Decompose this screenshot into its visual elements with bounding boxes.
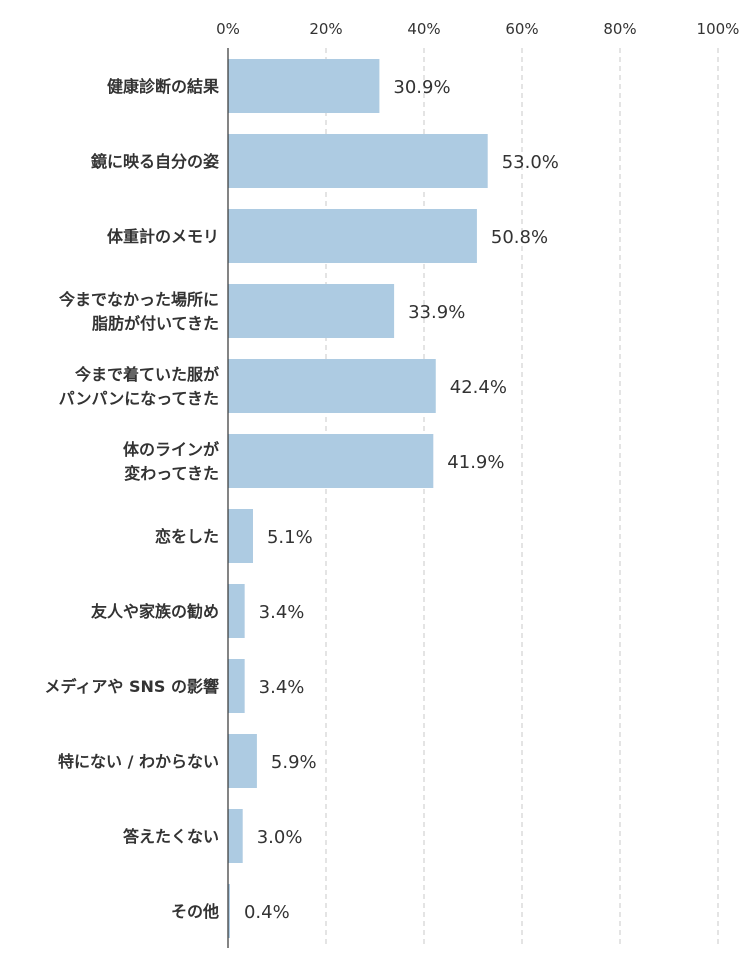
bar (228, 659, 245, 713)
value-label: 3.4% (259, 602, 305, 623)
value-label: 50.8% (491, 227, 548, 248)
category-label: メディアや SNS の影響 (45, 677, 219, 696)
category-label: 恋をした (155, 527, 219, 546)
category-label-line: 体重計のメモリ (107, 227, 219, 246)
bar (228, 209, 477, 263)
bar (228, 809, 243, 863)
bar (228, 509, 253, 563)
x-tick-label: 100% (697, 20, 740, 38)
x-tick-label: 60% (505, 20, 538, 38)
category-label-line: 答えたくない (123, 827, 219, 846)
category-label-line: 鏡に映る自分の姿 (91, 152, 219, 171)
category-label-line: 体のラインが (123, 440, 219, 459)
category-label: 体重計のメモリ (107, 227, 219, 246)
bar (228, 434, 434, 488)
category-label-line: 今までなかった場所に (58, 290, 219, 309)
bar (228, 359, 436, 413)
x-tick-label: 40% (407, 20, 440, 38)
bar (228, 59, 380, 113)
value-label: 5.1% (267, 527, 313, 548)
category-label: 友人や家族の勧め (91, 602, 219, 621)
value-label: 0.4% (244, 902, 290, 923)
x-tick-label: 20% (309, 20, 342, 38)
category-label-line: パンパンになってきた (59, 389, 219, 408)
value-label: 41.9% (447, 452, 504, 473)
bar (228, 134, 488, 188)
value-label: 53.0% (502, 152, 559, 173)
category-label: 鏡に映る自分の姿 (91, 152, 219, 171)
bar (228, 584, 245, 638)
category-label-line: 特にない / わからない (58, 752, 219, 771)
value-label: 3.4% (259, 677, 305, 698)
x-tick-label: 80% (603, 20, 636, 38)
category-label-line: 恋をした (155, 527, 219, 546)
value-label: 3.0% (257, 827, 303, 848)
bar (228, 284, 395, 338)
category-label-line: メディアや SNS の影響 (45, 677, 219, 696)
bar (228, 884, 230, 938)
category-label: 健康診断の結果 (107, 77, 219, 96)
category-label: 答えたくない (123, 827, 219, 846)
category-label-line: 脂肪が付いてきた (92, 314, 219, 333)
value-label: 5.9% (271, 752, 317, 773)
category-label-line: その他 (171, 902, 219, 921)
category-label: 体のラインが変わってきた (123, 440, 219, 483)
category-label: 今までなかった場所に脂肪が付いてきた (58, 290, 219, 333)
category-label: その他 (171, 902, 219, 921)
category-label-line: 友人や家族の勧め (91, 602, 219, 621)
x-tick-label: 0% (216, 20, 240, 38)
category-label: 今まで着ていた服がパンパンになってきた (59, 365, 219, 408)
bar (228, 734, 257, 788)
category-label: 特にない / わからない (58, 752, 219, 771)
category-label-line: 変わってきた (124, 464, 219, 483)
value-label: 33.9% (408, 302, 465, 323)
value-label: 30.9% (393, 77, 450, 98)
value-label: 42.4% (450, 377, 507, 398)
category-label-line: 健康診断の結果 (107, 77, 219, 96)
category-label-line: 今まで着ていた服が (74, 365, 219, 384)
